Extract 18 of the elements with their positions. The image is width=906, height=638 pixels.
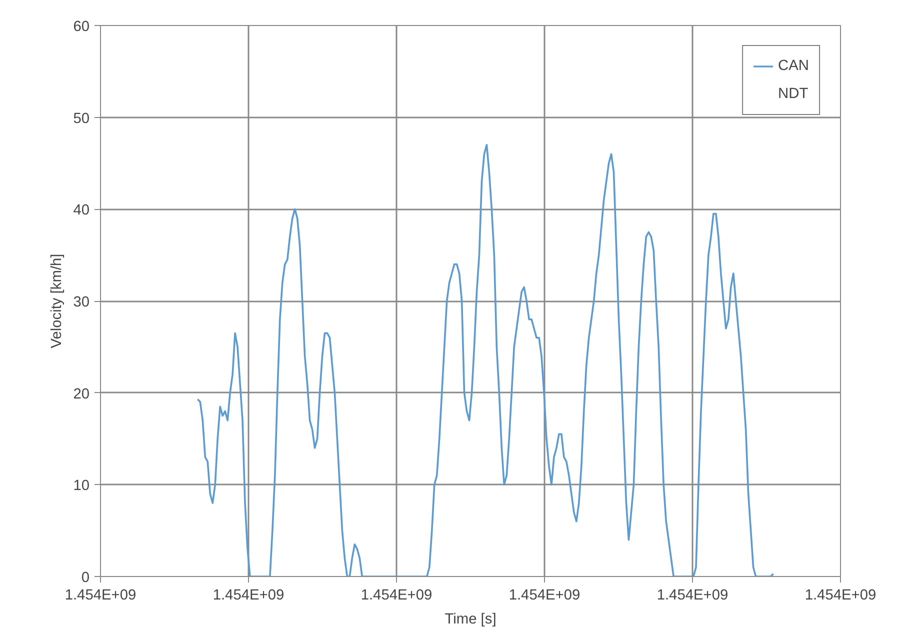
text: 1.454E+09 — [804, 588, 876, 604]
y-tick-label: 60 — [73, 19, 90, 35]
text: NDT — [778, 86, 808, 102]
y-tick-label: 0 — [81, 570, 90, 586]
legend-label: CAN — [778, 58, 809, 74]
y-tick-label: 50 — [73, 110, 90, 127]
y-axis-title: Velocity [km/h] — [49, 254, 66, 348]
text: 1.454E+09 — [656, 588, 728, 604]
y-tick-label: 20 — [73, 386, 90, 402]
text: 1.454E+09 — [360, 588, 432, 604]
y-tick-label: 10 — [73, 478, 90, 494]
y-tick-label: 30 — [73, 294, 90, 310]
x-axis-title: Time [s] — [444, 612, 496, 628]
text: 1.454E+09 — [508, 588, 580, 604]
y-tick-label: 40 — [73, 202, 90, 219]
text: 1.454E+09 — [212, 588, 284, 604]
text: 1.454E+09 — [64, 588, 136, 604]
line-series — [196, 144, 774, 576]
